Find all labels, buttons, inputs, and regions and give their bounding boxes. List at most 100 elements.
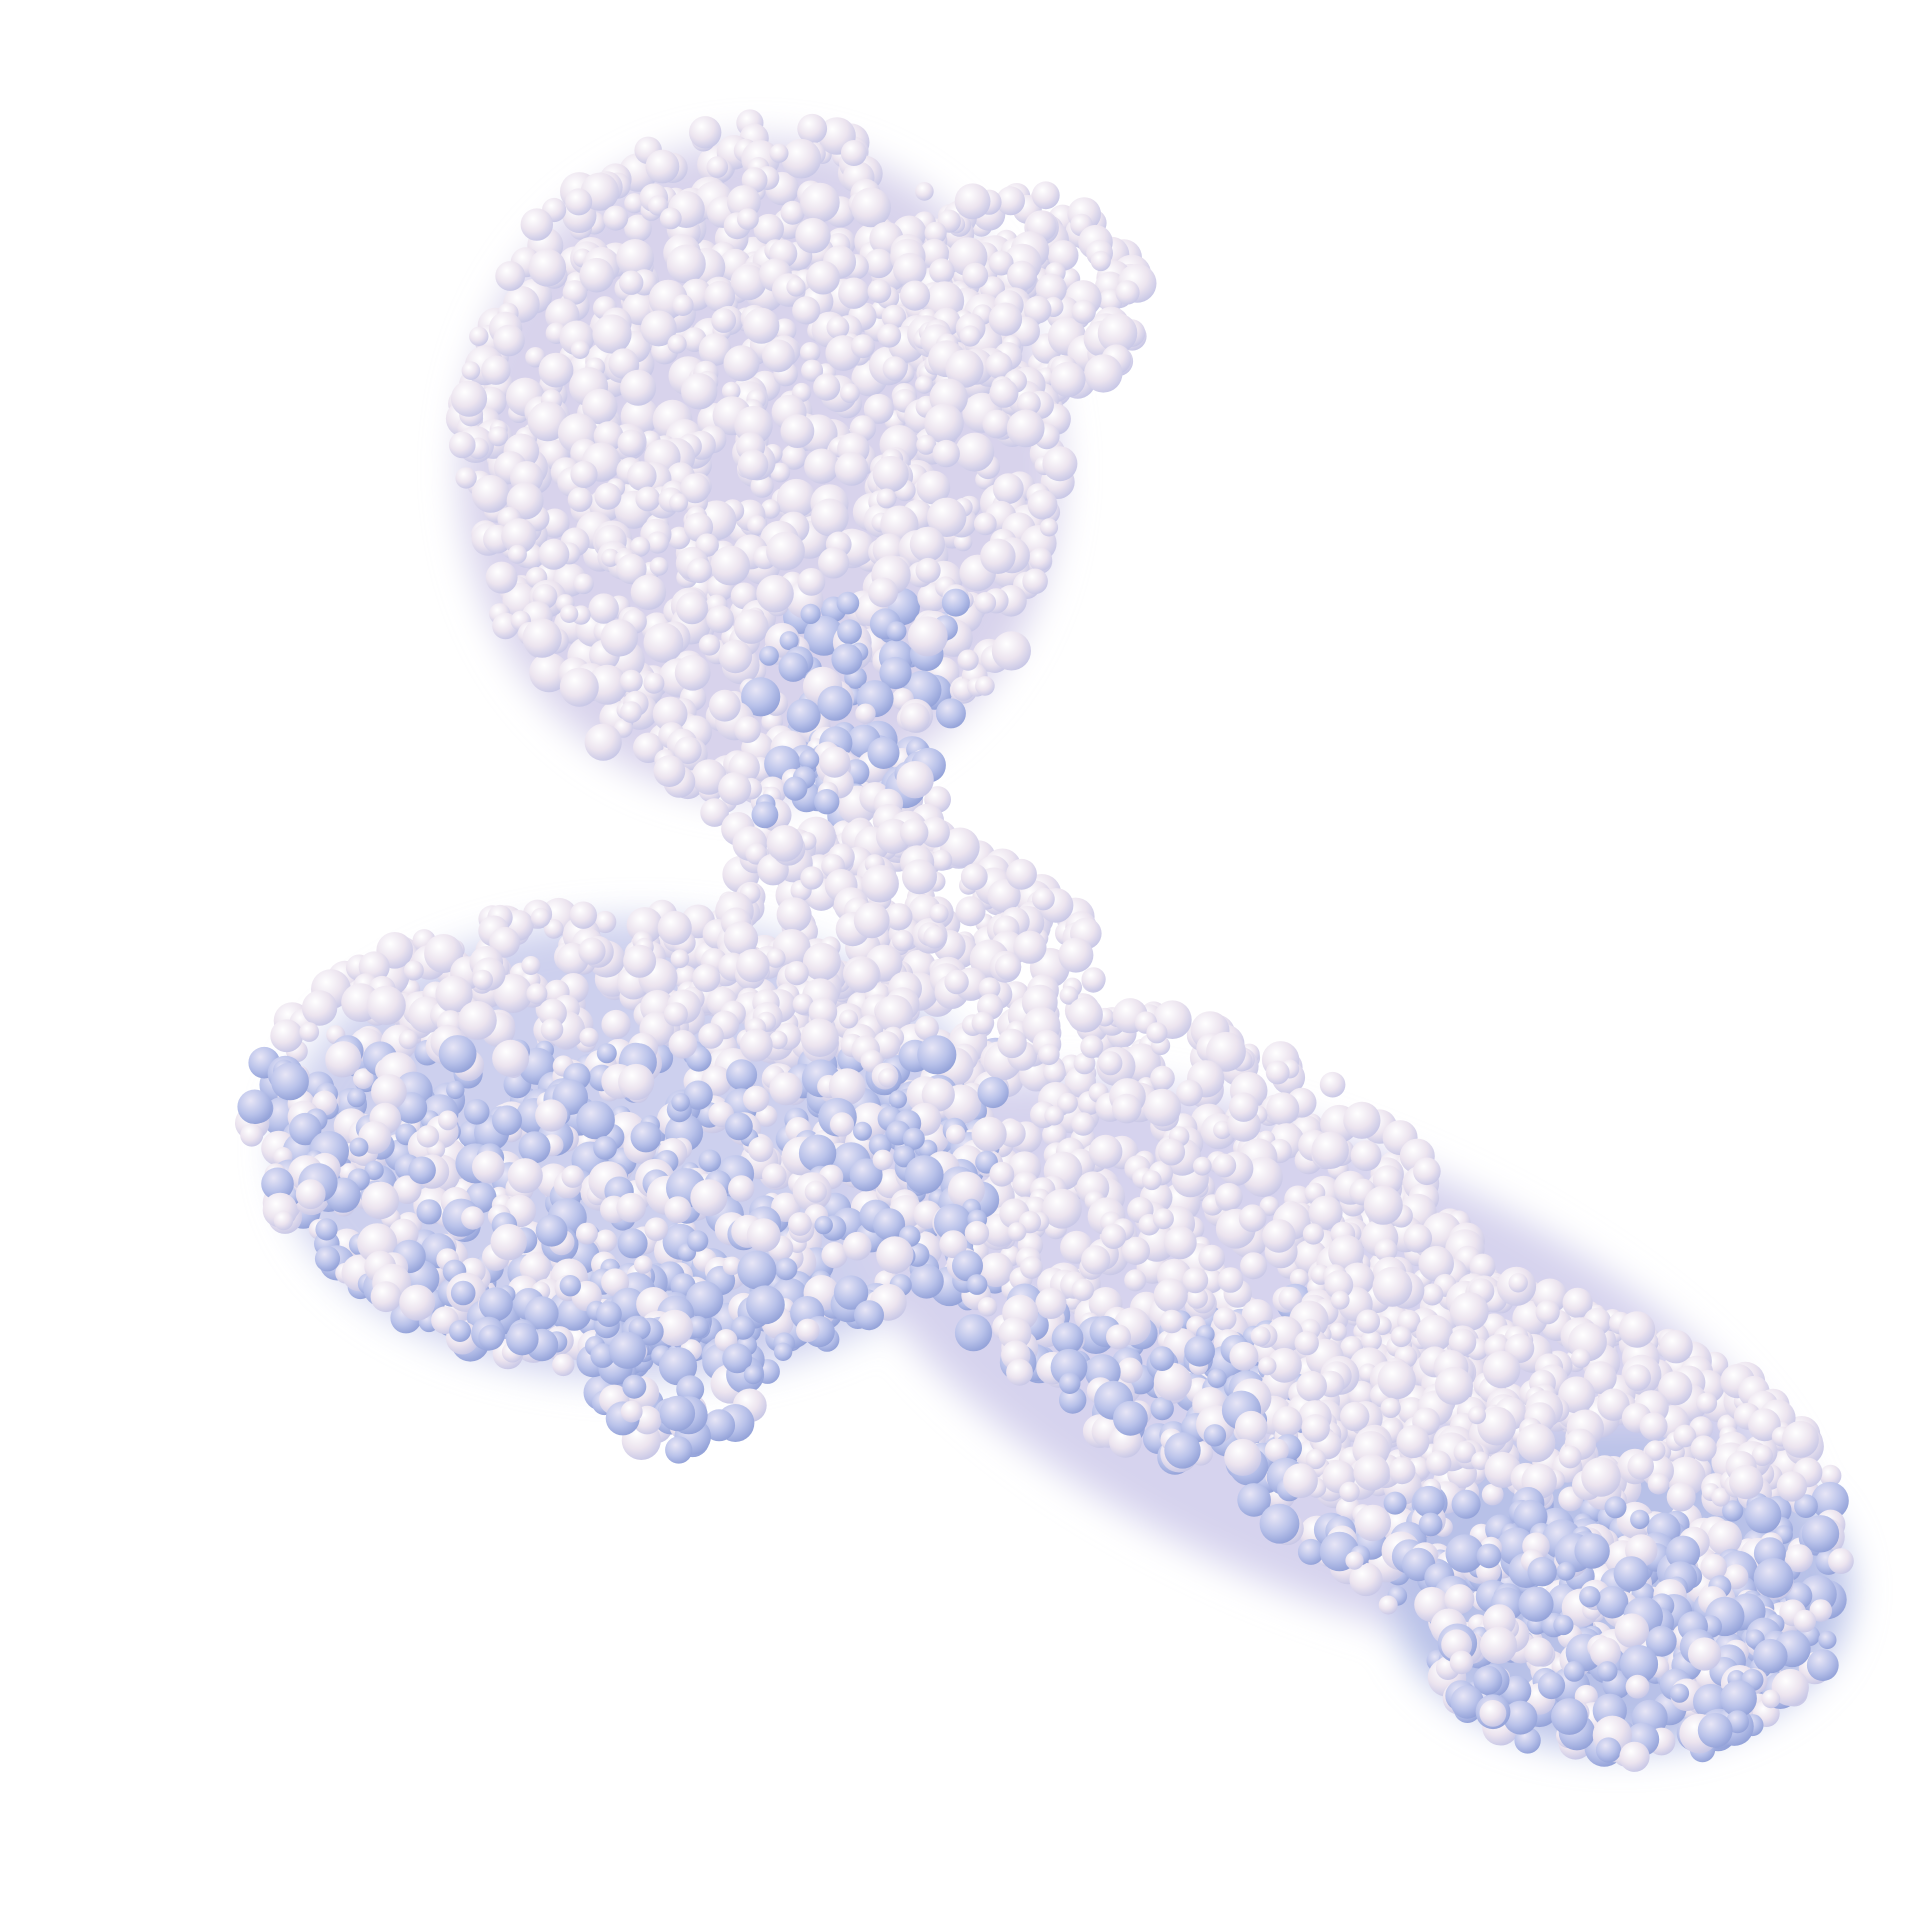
atom-sphere	[1164, 1432, 1201, 1469]
atom-sphere	[643, 622, 684, 663]
atom-sphere	[1328, 1322, 1347, 1341]
atom-sphere	[1302, 1223, 1324, 1245]
atom-sphere	[921, 1078, 955, 1112]
atom-sphere	[924, 221, 947, 244]
atom-sphere	[617, 429, 645, 457]
atom-sphere	[1380, 1397, 1401, 1418]
atom-sphere	[753, 213, 784, 245]
atom-sphere	[1343, 1101, 1381, 1139]
atom-sphere	[1448, 1328, 1477, 1357]
atom-sphere	[952, 1250, 983, 1282]
atom-sphere	[996, 186, 1025, 216]
atom-sphere	[1084, 354, 1123, 393]
atom-sphere	[1042, 446, 1078, 482]
atom-sphere	[909, 526, 946, 562]
atom-sphere	[1207, 1368, 1227, 1389]
atom-sphere	[900, 702, 930, 733]
atom-sphere	[1023, 296, 1052, 324]
atom-spheres	[235, 109, 1854, 1772]
atom-sphere	[954, 183, 991, 220]
atom-sphere	[1627, 1453, 1654, 1480]
atom-sphere	[603, 205, 629, 231]
atom-sphere	[1349, 1562, 1383, 1597]
atom-sphere	[1039, 518, 1059, 537]
atom-sphere	[741, 677, 781, 717]
atom-sphere	[403, 960, 424, 981]
atom-sphere	[1308, 1195, 1343, 1230]
atom-sphere	[786, 277, 806, 297]
atom-sphere	[371, 1074, 407, 1110]
atom-sphere	[601, 1009, 631, 1040]
atom-sphere	[1444, 1584, 1475, 1615]
atom-sphere	[853, 902, 890, 939]
atom-sphere	[600, 619, 638, 657]
atom-sphere	[469, 326, 489, 346]
atom-sphere	[370, 1281, 402, 1313]
atom-sphere	[608, 1331, 647, 1369]
atom-sphere	[997, 1028, 1027, 1059]
atom-sphere	[743, 1365, 763, 1385]
atom-sphere	[800, 866, 824, 890]
atom-sphere	[1722, 1500, 1744, 1522]
atom-sphere	[1590, 1637, 1621, 1668]
atom-sphere	[779, 631, 799, 651]
atom-sphere	[766, 825, 804, 862]
atom-sphere	[1353, 1454, 1390, 1491]
atom-sphere	[1469, 1253, 1496, 1280]
atom-sphere	[1016, 391, 1041, 416]
atom-sphere	[1503, 1700, 1538, 1735]
atom-sphere	[672, 294, 694, 317]
atom-sphere	[492, 1105, 522, 1136]
atom-sphere	[1050, 1348, 1088, 1386]
atom-sphere	[630, 1121, 662, 1153]
atom-sphere	[842, 1231, 872, 1261]
atom-sphere	[927, 497, 967, 537]
atom-sphere	[1203, 1424, 1227, 1447]
atom-sphere	[726, 1059, 758, 1091]
atom-sphere	[624, 214, 652, 243]
atom-sphere	[885, 903, 913, 931]
atom-sphere	[985, 352, 1013, 379]
atom-sphere	[587, 664, 628, 705]
atom-sphere	[570, 460, 598, 488]
atom-sphere	[839, 1009, 859, 1029]
atom-sphere	[1450, 1685, 1484, 1719]
atom-sphere	[1696, 1392, 1718, 1414]
atom-sphere	[917, 1035, 957, 1075]
atom-sphere	[1794, 1494, 1818, 1518]
atom-sphere	[1793, 1609, 1817, 1633]
atom-sphere	[530, 907, 551, 928]
atom-sphere	[1031, 181, 1060, 210]
atom-sphere	[849, 1158, 883, 1192]
atom-sphere	[756, 574, 794, 613]
atom-sphere	[1007, 260, 1037, 291]
atom-sphere	[801, 359, 824, 382]
atom-sphere	[349, 1137, 369, 1157]
atom-sphere	[907, 616, 948, 657]
atom-sphere	[1330, 1290, 1350, 1310]
atom-sphere	[1192, 1156, 1212, 1176]
atom-sphere	[932, 439, 960, 468]
atom-sphere	[1006, 1358, 1033, 1386]
atom-sphere	[739, 1028, 773, 1062]
atom-sphere	[416, 1199, 442, 1225]
atom-sphere	[797, 568, 826, 596]
atom-sphere	[1426, 1450, 1452, 1476]
atom-sphere	[1117, 1357, 1143, 1384]
atom-sphere	[627, 461, 657, 491]
atom-sphere	[746, 1285, 785, 1325]
atom-sphere	[800, 182, 840, 223]
atom-sphere	[1711, 1487, 1731, 1507]
atom-sphere	[493, 973, 533, 1014]
atom-sphere	[562, 280, 588, 305]
atom-sphere	[1361, 1330, 1382, 1352]
atom-sphere	[1624, 1364, 1651, 1391]
atom-sphere	[1264, 1438, 1289, 1463]
atom-sphere	[708, 689, 741, 722]
atom-sphere	[1445, 1534, 1484, 1573]
atom-sphere	[507, 1158, 543, 1194]
atom-sphere	[854, 1300, 884, 1331]
atom-sphere	[1146, 1022, 1168, 1044]
atom-sphere	[535, 1214, 568, 1247]
atom-sphere	[944, 969, 969, 995]
